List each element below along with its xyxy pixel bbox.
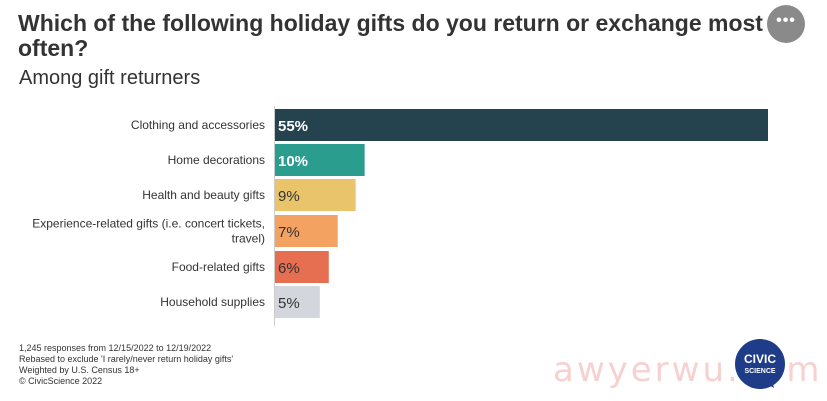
footnote-weighted: Weighted by U.S. Census 18+ — [19, 365, 140, 375]
data-label: 10% — [278, 153, 308, 170]
more-horizontal-icon: ••• — [776, 12, 796, 29]
data-label: 55% — [278, 118, 308, 135]
footnote-rebased: Rebased to exclude 'I rarely/never retur… — [19, 354, 234, 364]
footnotes: 1,245 responses from 12/15/2022 to 12/19… — [19, 343, 233, 387]
data-label: 7% — [278, 224, 300, 241]
category-label: Clothing and accessories — [131, 118, 265, 132]
svg-text:SCIENCE: SCIENCE — [744, 368, 775, 375]
civicscience-logo: CIVIC SCIENCE — [735, 339, 785, 389]
footnote-copyright: © CivicScience 2022 — [19, 376, 103, 386]
category-label: Experience-related gifts (i.e. concert t… — [32, 217, 265, 231]
category-label: Food-related gifts — [172, 260, 265, 274]
data-label: 6% — [278, 260, 300, 277]
bar — [275, 215, 338, 247]
category-label: travel) — [232, 232, 265, 246]
bar — [275, 286, 320, 318]
more-options-button[interactable]: ••• — [767, 5, 805, 43]
bar — [275, 251, 329, 283]
category-label: Home decorations — [168, 153, 265, 167]
bar — [275, 144, 365, 176]
category-label: Household supplies — [160, 295, 265, 309]
data-label: 5% — [278, 295, 300, 312]
category-label: Health and beauty gifts — [142, 188, 265, 202]
chart-subtitle: Among gift returners — [19, 67, 201, 89]
footnote-responses: 1,245 responses from 12/15/2022 to 12/19… — [19, 343, 212, 353]
data-label: 9% — [278, 188, 300, 205]
bar — [275, 179, 356, 211]
chart-title: Which of the following holiday gifts do … — [18, 10, 763, 61]
bar — [275, 109, 768, 141]
svg-text:CIVIC: CIVIC — [744, 352, 776, 366]
